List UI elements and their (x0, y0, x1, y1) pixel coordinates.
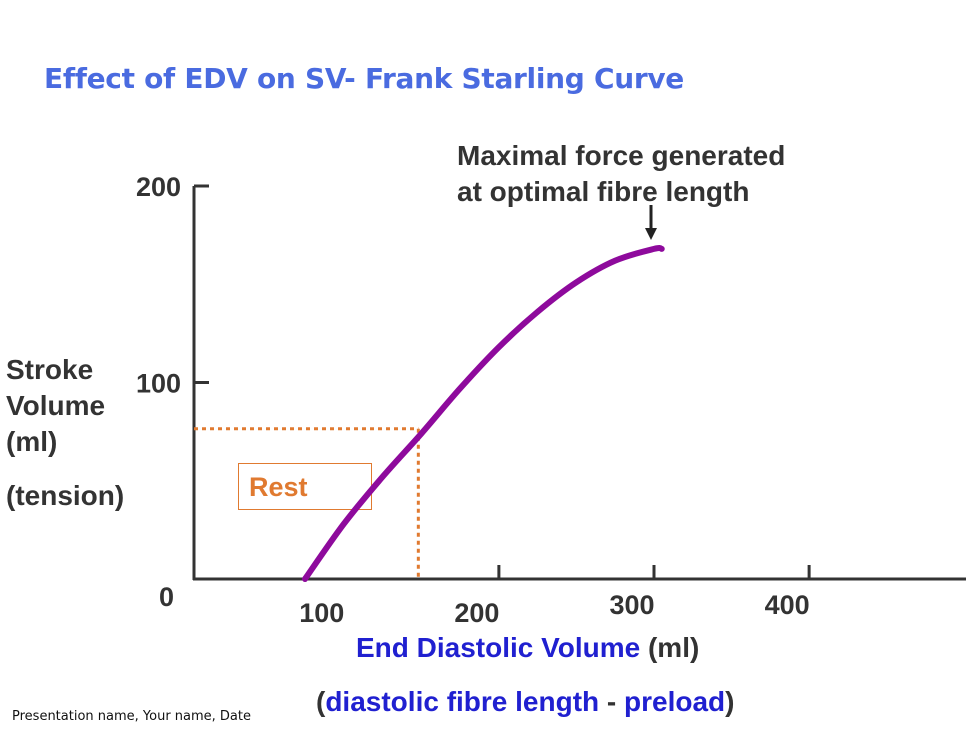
x-axis-label: End Diastolic Volume (ml) (356, 632, 699, 664)
x-tick-label: 400 (765, 590, 810, 620)
annotation-line-2: at optimal fibre length (457, 176, 750, 207)
x-sub-close-paren: ) (725, 686, 735, 717)
y-axis-label: Stroke Volume (ml) (tension) (6, 352, 124, 514)
rest-label: Rest (249, 472, 308, 502)
x-tick-label: 300 (609, 590, 654, 620)
max-force-annotation: Maximal force generated at optimal fibre… (457, 138, 785, 210)
y-tick-label: 200 (136, 172, 181, 202)
x-label-unit: (ml) (647, 632, 700, 663)
page-title: Effect of EDV on SV- Frank Starling Curv… (44, 62, 684, 95)
rest-label-box: Rest (238, 463, 372, 510)
y-tick-label: 0 (159, 582, 174, 612)
footer-text: Presentation name, Your name, Date (12, 709, 251, 724)
x-axis-sublabel: (diastolic fibre length - preload) (316, 686, 735, 718)
y-label-line-1: Stroke (6, 354, 94, 385)
starling-curve (302, 245, 665, 582)
y-label-sub: (tension) (6, 480, 125, 511)
y-label-line-3: (ml) (6, 426, 58, 457)
x-sub-tail: preload (624, 686, 726, 717)
max-force-arrow-head (645, 228, 657, 240)
x-sub-open-paren: ( (316, 686, 326, 717)
y-label-line-2: Volume (6, 390, 106, 421)
y-tick-label: 100 (136, 369, 181, 399)
annotation-line-1: Maximal force generated (457, 140, 786, 171)
x-label-text: End Diastolic Volume (356, 632, 641, 663)
x-tick-label: 100 (299, 598, 344, 628)
x-sub-dash: - (599, 686, 625, 717)
x-sub-text: diastolic fibre length (325, 686, 600, 717)
x-tick-label: 200 (454, 598, 499, 628)
